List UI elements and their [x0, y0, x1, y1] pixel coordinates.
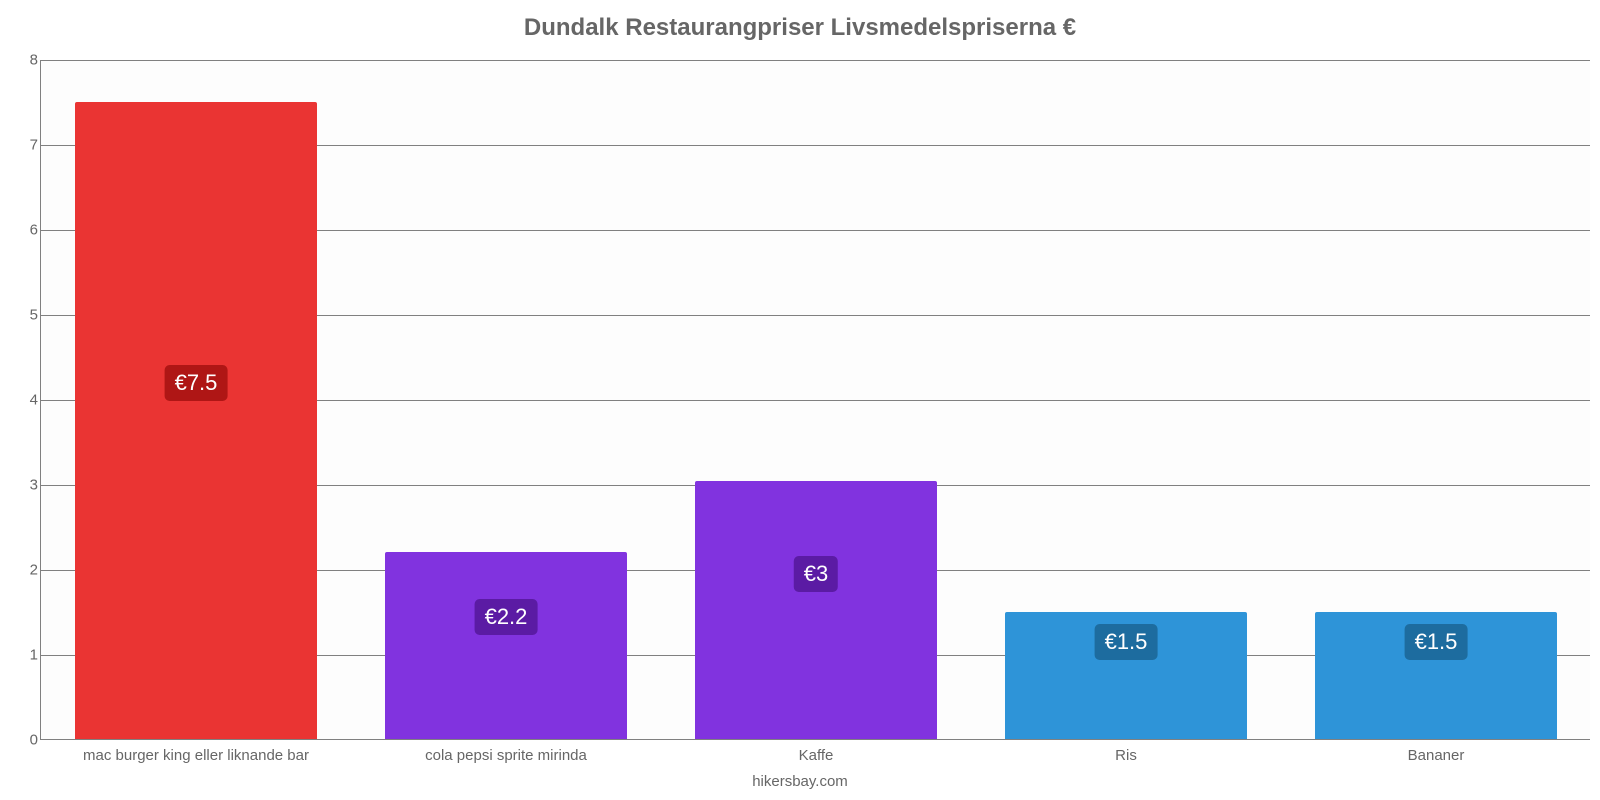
gridline — [41, 60, 1590, 61]
plot-area: €7.5mac burger king eller liknande bar€2… — [40, 60, 1590, 740]
x-tick-label: Kaffe — [799, 747, 834, 764]
y-tick-label: 4 — [10, 392, 38, 409]
bar — [695, 481, 937, 739]
y-tick-label: 3 — [10, 477, 38, 494]
y-tick-label: 6 — [10, 222, 38, 239]
y-tick-label: 0 — [10, 732, 38, 749]
bar — [75, 102, 317, 740]
x-tick-label: Bananer — [1408, 747, 1465, 764]
x-tick-label: cola pepsi sprite mirinda — [425, 747, 587, 764]
chart-title: Dundalk Restaurangpriser Livsmedelsprise… — [0, 0, 1600, 50]
bar-value-label: €1.5 — [1405, 624, 1468, 660]
y-tick-label: 7 — [10, 137, 38, 154]
bar-value-label: €3 — [794, 556, 838, 592]
y-tick-label: 8 — [10, 52, 38, 69]
x-tick-label: Ris — [1115, 747, 1137, 764]
y-tick-label: 2 — [10, 562, 38, 579]
bar-value-label: €2.2 — [475, 599, 538, 635]
bar — [385, 552, 627, 739]
x-tick-label: mac burger king eller liknande bar — [83, 747, 309, 764]
y-tick-label: 5 — [10, 307, 38, 324]
bar-value-label: €7.5 — [165, 365, 228, 401]
chart-container: Dundalk Restaurangpriser Livsmedelsprise… — [0, 0, 1600, 800]
attribution-text: hikersbay.com — [0, 773, 1600, 790]
bar-value-label: €1.5 — [1095, 624, 1158, 660]
y-tick-label: 1 — [10, 647, 38, 664]
